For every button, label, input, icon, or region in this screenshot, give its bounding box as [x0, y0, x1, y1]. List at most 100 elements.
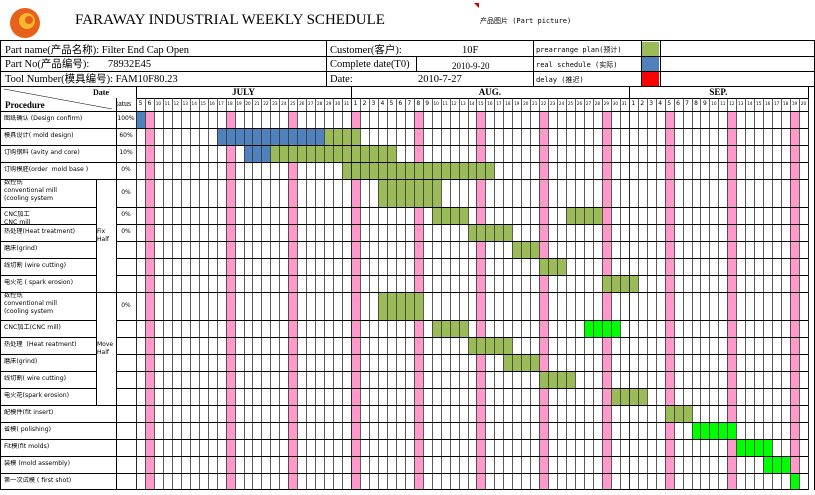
day-number: 20: [523, 101, 529, 106]
day-number: 10: [711, 101, 717, 106]
col-line: [243, 98, 245, 490]
complete-date-label: Complete date(T0): [330, 59, 410, 70]
part-picture-label: 产品图片 (Part picture): [480, 17, 572, 25]
day-number: 2: [362, 100, 367, 107]
group-cell-mask: [97, 258, 116, 259]
part-no: 78932E45: [108, 59, 152, 70]
h-line: [0, 473, 808, 474]
col-line: [557, 98, 559, 490]
group-label: Fix Half: [97, 227, 109, 243]
day-number: 10: [155, 101, 162, 106]
col-line: [144, 98, 146, 490]
day-number: 30: [334, 101, 341, 106]
schedule-bar: [691, 422, 737, 439]
month-label: AUG.: [478, 87, 502, 97]
col-line: [601, 98, 603, 490]
col-line: [772, 98, 774, 490]
col-line: [799, 98, 801, 490]
col-line: [548, 98, 550, 490]
col-line: [279, 98, 281, 490]
col-line: [476, 98, 478, 490]
group-cell-mask: [97, 224, 116, 225]
col-line: [485, 98, 487, 490]
day-number: 31: [343, 101, 350, 106]
day-number: 25: [567, 101, 574, 106]
col-line: [404, 98, 406, 490]
day-number: 12: [729, 101, 735, 106]
procedure-name: 装模 (mold assembly): [4, 460, 70, 467]
col-line: [530, 98, 532, 490]
col-line: [431, 98, 433, 490]
procedure-name: 配模件(fit insert): [4, 409, 54, 416]
day-number: 1: [353, 100, 358, 107]
v-line: [96, 292, 97, 405]
status-value: 0%: [121, 211, 131, 218]
day-number: 15: [756, 101, 762, 106]
v-line: [533, 40, 534, 87]
day-number: 2: [640, 100, 645, 107]
col-line: [664, 98, 666, 490]
day-number: 21: [254, 101, 260, 106]
day-number: 29: [603, 101, 610, 106]
day-number: 13: [460, 101, 466, 106]
v-line: [116, 98, 117, 490]
h-line: [0, 40, 815, 41]
col-line: [324, 98, 326, 490]
legend-delay-label: delay (推迟): [536, 76, 584, 84]
day-number: 25: [290, 101, 296, 106]
status-value: 100%: [117, 115, 135, 122]
schedule-bar: [136, 111, 145, 128]
procedure-name: 模具设计( mold design): [4, 132, 74, 139]
col-line: [342, 98, 344, 490]
col-line: [637, 98, 639, 490]
col-line: [136, 98, 137, 490]
day-number: 5: [667, 100, 672, 107]
schedule-bar: [377, 179, 441, 207]
v-line: [660, 40, 661, 87]
col-line: [709, 98, 711, 490]
day-number: 11: [164, 101, 171, 106]
day-number: 4: [380, 100, 385, 107]
legend-plan-swatch: [642, 42, 659, 56]
status-header: tatus: [116, 99, 132, 108]
procedure-name: 线切割 (wire cutting): [4, 262, 67, 269]
col-line: [306, 98, 308, 490]
col-line: [494, 98, 496, 490]
col-line: [386, 98, 388, 490]
legend-real-swatch: [642, 57, 659, 71]
h-line: [0, 162, 808, 163]
day-number: 12: [173, 101, 179, 106]
page-title: FARAWAY INDUSTRIAL WEEKLY SCHEDULE: [75, 12, 385, 28]
procedure-header: Procedure: [5, 100, 45, 110]
col-line: [745, 98, 747, 490]
weekend-column: [288, 111, 298, 490]
day-number: 10: [433, 101, 439, 106]
v-line: [0, 40, 1, 490]
h-line: [0, 388, 808, 389]
procedure-name: 电火花 ( spark erosion): [4, 279, 74, 286]
h-line: [0, 71, 815, 72]
weekend-column: [225, 111, 235, 490]
col-line: [763, 98, 765, 490]
status-value: 0%: [121, 302, 131, 309]
procedure-name: 数控铣 conventional mill (cooling system: [4, 179, 58, 202]
day-number: 8: [694, 100, 698, 107]
procedure-name: 电火花(spark erosion): [4, 392, 70, 399]
weekend-column: [476, 111, 486, 490]
group-cell-mask: [97, 354, 116, 355]
month-label: JULY: [232, 87, 255, 97]
date-label: Date:: [330, 74, 353, 85]
day-number: 4: [658, 100, 663, 107]
date-value: 2010-7-27: [418, 74, 462, 85]
col-line: [368, 98, 370, 490]
h-line: [0, 56, 815, 57]
weekend-column: [601, 111, 611, 490]
col-line: [521, 98, 523, 490]
group-cell-mask: [97, 320, 116, 321]
day-number: 19: [791, 101, 798, 106]
day-number: 18: [227, 101, 233, 106]
weekend-column: [144, 111, 154, 490]
col-line: [395, 98, 397, 490]
schedule-bar: [539, 258, 567, 275]
day-number: 5: [138, 100, 143, 107]
